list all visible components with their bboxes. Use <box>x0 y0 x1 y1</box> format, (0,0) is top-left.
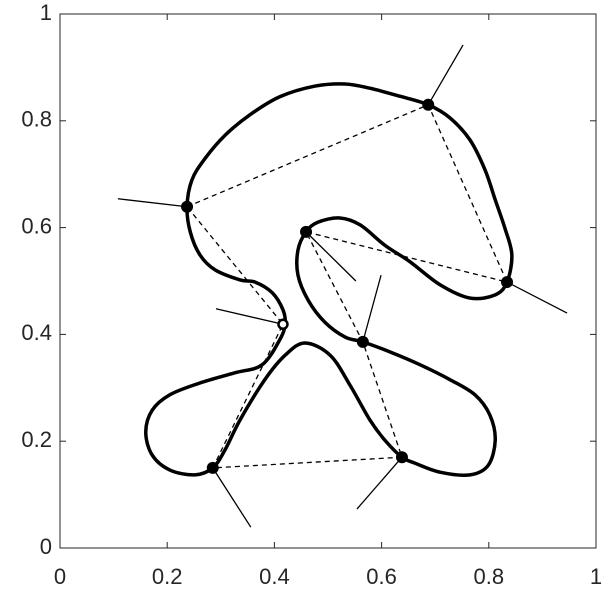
y-tick-label: 0.8 <box>21 107 52 132</box>
y-tick-label: 0.6 <box>21 213 52 238</box>
marker <box>300 225 313 238</box>
plot-box <box>59 13 597 549</box>
y-tick-label: 0.4 <box>21 320 52 345</box>
y-tick-label: 0.2 <box>21 427 52 452</box>
marker <box>181 200 194 213</box>
marker <box>356 335 369 348</box>
x-tick-label: 0.8 <box>474 564 505 589</box>
x-tick-label: 0.4 <box>259 564 290 589</box>
marker <box>395 451 408 464</box>
x-tick-label: 0.2 <box>152 564 183 589</box>
curve <box>144 82 514 477</box>
x-tick-label: 1 <box>590 564 602 589</box>
x-tick-label: 0.6 <box>366 564 397 589</box>
x-tick-label: 0 <box>54 564 66 589</box>
curve <box>117 44 568 528</box>
marker <box>501 276 514 289</box>
dashed-line <box>186 104 508 469</box>
y-tick-label: 0 <box>40 534 52 559</box>
marker <box>277 318 289 331</box>
marker <box>206 461 219 474</box>
marker <box>422 98 435 111</box>
y-tick-label: 1 <box>40 0 52 25</box>
